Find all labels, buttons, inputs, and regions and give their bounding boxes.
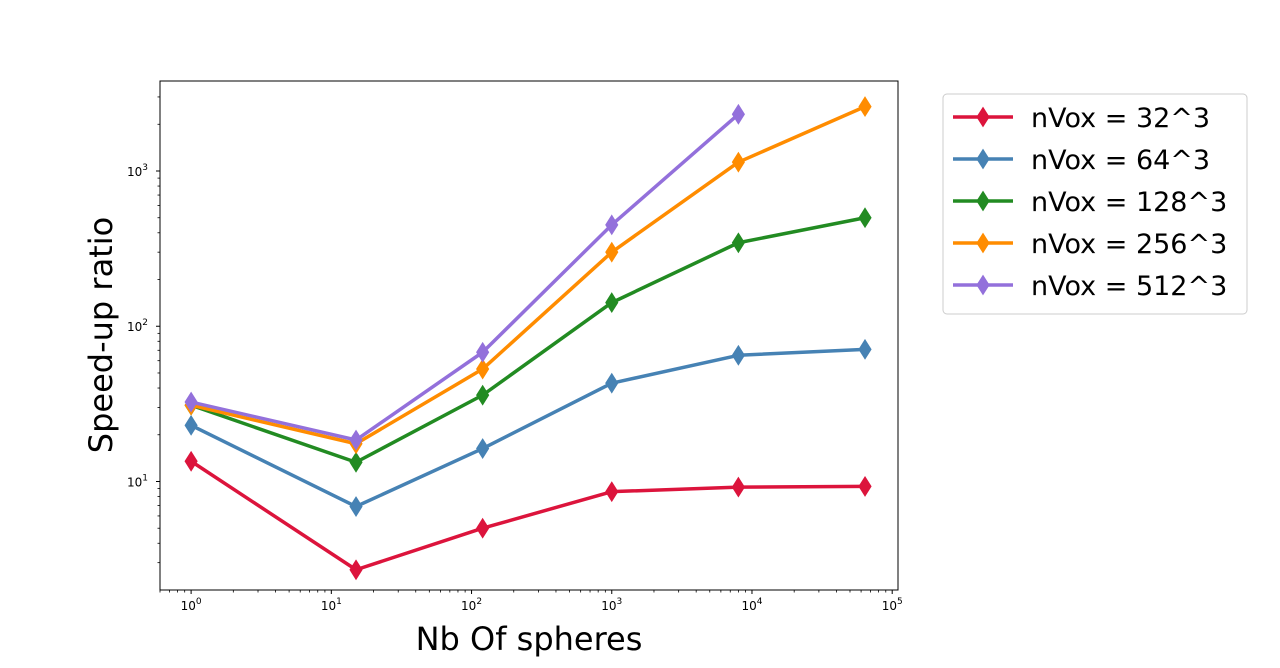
y-tick-label: 101 [127, 473, 148, 489]
y-axis-label: Speed-up ratio [82, 217, 120, 453]
x-tick-label: 100 [181, 597, 202, 613]
data-point [605, 241, 619, 263]
data-point [476, 384, 490, 406]
series-line [189, 347, 867, 509]
legend-entry: nVox = 128^3 [953, 187, 1227, 218]
series-group [184, 96, 872, 455]
data-point [858, 96, 872, 118]
series-group [184, 103, 745, 451]
legend-label: nVox = 128^3 [1031, 187, 1227, 218]
x-tick-label: 103 [601, 597, 622, 613]
y-tick-label: 103 [127, 163, 148, 179]
legend-entry: nVox = 64^3 [953, 145, 1210, 176]
series-line [189, 459, 867, 572]
legend-marker [976, 148, 990, 170]
legend-marker [976, 190, 990, 212]
series-line [189, 112, 741, 442]
data-point [184, 450, 198, 472]
legend-label: nVox = 256^3 [1031, 229, 1227, 260]
legend-frame [942, 93, 1248, 315]
data-point [476, 517, 490, 539]
data-point [605, 481, 619, 503]
x-tick-label: 102 [461, 597, 482, 613]
legend: nVox = 32^3 nVox = 64^3 nVox = 128^3 nVox =… [942, 93, 1248, 315]
data-point [184, 391, 198, 413]
legend-entry: nVox = 512^3 [953, 271, 1227, 302]
data-point [476, 341, 490, 363]
y-tick-label: 102 [127, 318, 148, 334]
data-point [858, 338, 872, 360]
x-tick-label: 101 [321, 597, 342, 613]
data-point [605, 372, 619, 394]
plot-area [159, 80, 899, 591]
series-group [184, 450, 872, 581]
y-axis: 101 102 103 [127, 96, 160, 564]
legend-label: nVox = 64^3 [1031, 145, 1210, 176]
data-point [605, 292, 619, 314]
series-line [189, 215, 867, 465]
data-point [349, 429, 363, 451]
data-point [605, 214, 619, 236]
legend-label: nVox = 32^3 [1031, 103, 1210, 134]
x-tick-label: 104 [741, 597, 762, 613]
series-group [184, 207, 872, 473]
data-point [731, 151, 745, 173]
x-tick-label: 105 [882, 597, 903, 613]
data-point [184, 414, 198, 436]
series-group [184, 338, 872, 517]
legend-marker [976, 274, 990, 296]
data-point [349, 451, 363, 473]
data-point [731, 232, 745, 254]
data-point [476, 438, 490, 459]
legend-entry: nVox = 32^3 [953, 103, 1210, 134]
data-point [858, 475, 872, 497]
data-point [731, 476, 745, 498]
data-point [858, 207, 872, 229]
data-point [731, 344, 745, 366]
series-line [189, 104, 867, 446]
x-axis-label: Nb Of spheres [416, 620, 643, 658]
data-point [349, 559, 363, 581]
data-point [476, 358, 490, 380]
legend-marker [976, 232, 990, 254]
x-axis: 100 101 102 103 104 105 [159, 590, 903, 613]
data-point [349, 496, 363, 517]
data-point [731, 103, 745, 125]
plot-frame [159, 80, 899, 591]
legend-label: nVox = 512^3 [1031, 271, 1227, 302]
legend-marker [976, 106, 990, 128]
legend-entry: nVox = 256^3 [953, 229, 1227, 260]
